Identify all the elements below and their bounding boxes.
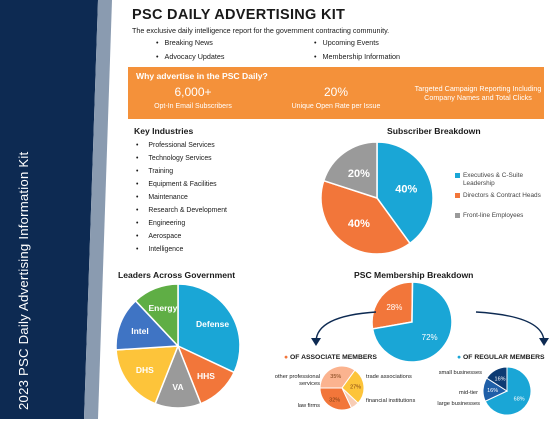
pie-slice — [371, 281, 414, 330]
subscriber-breakdown-title: Subscriber Breakdown — [387, 126, 481, 136]
pie-slice — [341, 369, 365, 404]
industry-item: Equipment & Facilities — [136, 181, 216, 188]
pie-label: 16% — [487, 388, 498, 394]
industry-item: Intelligence — [136, 246, 183, 253]
pie-label: mid-tier — [459, 390, 478, 396]
pie-slice — [486, 366, 508, 392]
main-content: PSC DAILY ADVERTISING KIT The exclusive … — [115, 0, 554, 419]
connector-arrows — [311, 311, 549, 346]
pie-label: 20% — [348, 168, 370, 180]
pie-label: 32% — [329, 397, 340, 403]
pie-label: financial institutions — [366, 398, 416, 404]
pie-slice — [484, 366, 532, 416]
pie-label: 28% — [386, 303, 402, 312]
pie-label: 72% — [422, 333, 438, 342]
pie-label: other professional services — [274, 374, 320, 387]
membership-title: PSC Membership Breakdown — [354, 270, 474, 280]
pie-slice — [115, 345, 180, 405]
pie-slice — [322, 141, 378, 200]
pie-label: Defense — [196, 319, 229, 329]
stat-value: 20% — [323, 85, 349, 99]
banner-question: Why advertise in the PSC Daily? — [136, 71, 268, 81]
associate-members-pie: 35% 27% 32% — [319, 365, 365, 411]
feature-item: Membership Information — [314, 52, 401, 61]
feature-item: Upcoming Events — [314, 38, 379, 47]
subscriber-pie-chart: 40% 40% 20% — [320, 141, 434, 255]
pie-label: VA — [172, 382, 183, 392]
blue-circle-icon: ● — [457, 354, 462, 361]
pie-label: small businesses — [438, 370, 482, 376]
industry-item: Training — [136, 168, 173, 175]
pie-label: 16% — [495, 376, 506, 382]
pie-slice — [320, 179, 411, 255]
legend-item: Front-line Employees — [455, 212, 545, 220]
pie-label: DHS — [136, 365, 154, 375]
industry-item: Technology Services — [136, 155, 211, 162]
regular-members-heading: ● OF REGULAR MEMBERS — [457, 354, 545, 361]
pie-label: 68% — [514, 397, 525, 403]
sidebar-title: 2023 PSC Daily Advertising Information K… — [16, 151, 31, 410]
pie-label: Intel — [131, 326, 148, 336]
page-title: PSC DAILY ADVERTISING KIT — [132, 7, 346, 23]
orange-circle-icon: ● — [284, 354, 289, 361]
stat-label: Targeted Campaign Reporting Including Co… — [414, 84, 542, 102]
key-industries-title: Key Industries — [134, 126, 194, 136]
pie-label: 35% — [330, 374, 341, 380]
pie-slice — [319, 387, 353, 411]
industry-item: Professional Services — [136, 142, 214, 149]
industry-item: Research & Development — [136, 207, 227, 214]
pie-label: large businesses — [437, 401, 480, 407]
stat-label: Unique Open Rate per Issue — [291, 103, 381, 110]
sidebar-background — [0, 0, 112, 419]
pie-slice — [319, 365, 356, 389]
legend-item: Executives & C-Suite Leadership — [455, 172, 545, 188]
associate-members-heading: ● OF ASSOCIATE MEMBERS — [284, 354, 377, 361]
membership-pie-chart: 28% 72% — [371, 281, 453, 363]
government-pie-chart: Defense HHS VA DHS Intel Energy — [115, 283, 241, 409]
leaders-title: Leaders Across Government — [118, 270, 236, 280]
regular-members-pie: 68% 16% 16% — [482, 366, 532, 416]
pie-slice — [134, 283, 179, 348]
pie-slice — [376, 141, 434, 245]
legend-item: Directors & Contract Heads — [455, 192, 545, 200]
feature-item: Advocacy Updates — [156, 52, 225, 61]
industry-item: Maintenance — [136, 194, 187, 201]
sidebar: 2023 PSC Daily Advertising Information K… — [0, 0, 112, 419]
pie-label: law firms — [297, 403, 320, 409]
industry-item: Engineering — [136, 220, 185, 227]
stat-label: Opt-In Email Subscribers — [154, 103, 232, 110]
pie-label: 40% — [395, 183, 417, 195]
pie-label: 40% — [348, 218, 370, 230]
stat-value: 6,000+ — [174, 85, 212, 99]
industry-item: Aerospace — [136, 233, 181, 240]
why-advertise-banner: Why advertise in the PSC Daily? 6,000+ O… — [128, 67, 544, 119]
feature-item: Breaking News — [156, 38, 213, 47]
pie-slice — [177, 283, 241, 374]
pie-label: 27% — [350, 385, 361, 391]
tagline: The exclusive daily intelligence report … — [132, 26, 390, 35]
pie-label: Energy — [149, 303, 178, 313]
pie-label: HHS — [197, 371, 215, 381]
pie-label: trade associations — [366, 374, 412, 380]
pie-slice — [115, 299, 180, 351]
pie-slice — [371, 281, 453, 363]
